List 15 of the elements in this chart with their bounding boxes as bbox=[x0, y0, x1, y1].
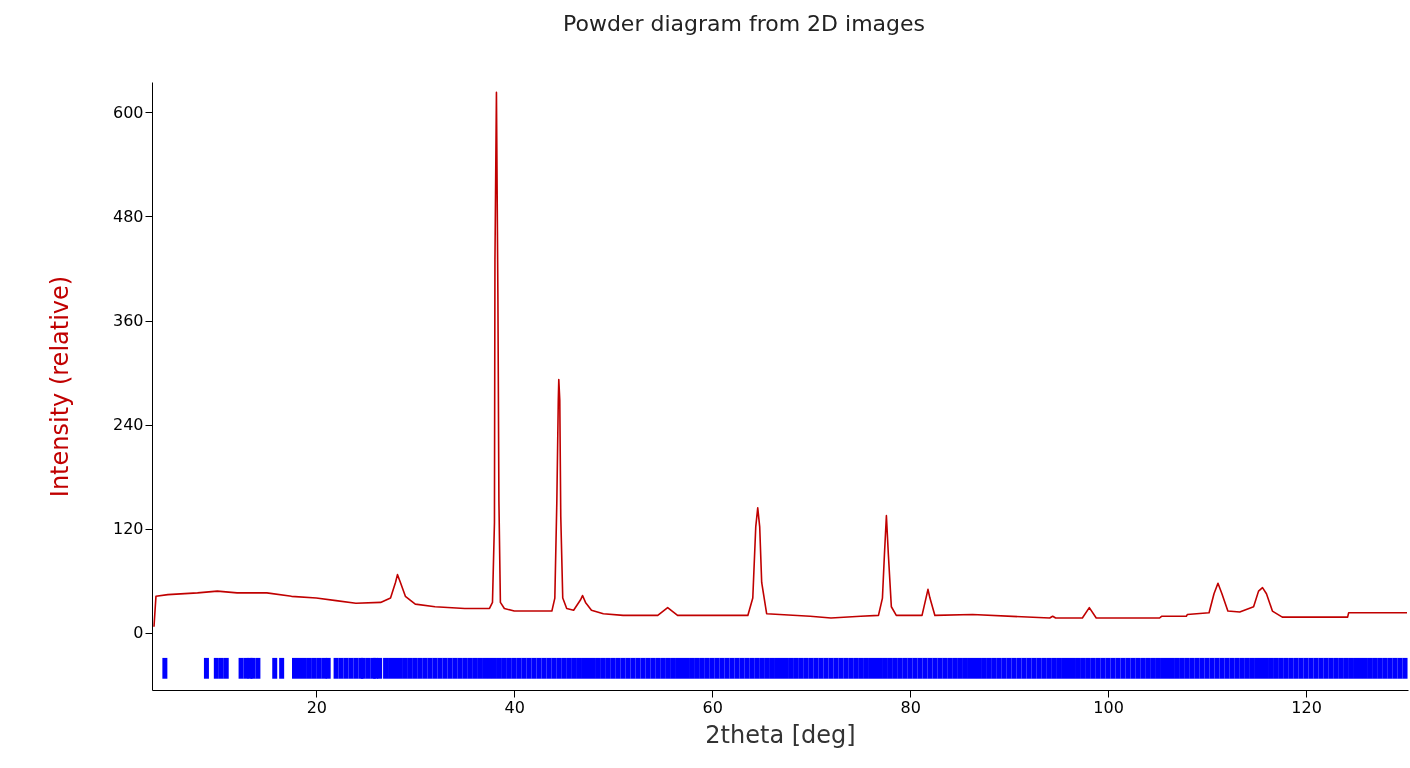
chart-title: Powder diagram from 2D images bbox=[562, 11, 926, 36]
x-tick-label: 80 bbox=[900, 697, 921, 717]
y-tick-label: 240 bbox=[112, 415, 144, 435]
y-tick-label: 480 bbox=[112, 206, 144, 226]
x-tick-label: 100 bbox=[1093, 697, 1124, 717]
x-tick-label: 20 bbox=[306, 697, 327, 717]
x-tick-label: 60 bbox=[702, 697, 723, 717]
y-tick-label: 120 bbox=[112, 519, 144, 539]
x-tick-label: 120 bbox=[1291, 697, 1322, 717]
y-axis-title: Intensity (relative) bbox=[45, 275, 74, 498]
x-axis-title: 2theta [deg] bbox=[705, 720, 856, 749]
x-tick-label: 40 bbox=[504, 697, 525, 717]
y-tick-label: 360 bbox=[112, 311, 144, 331]
y-tick-label: 0 bbox=[133, 623, 144, 643]
y-tick-label: 600 bbox=[112, 102, 144, 122]
